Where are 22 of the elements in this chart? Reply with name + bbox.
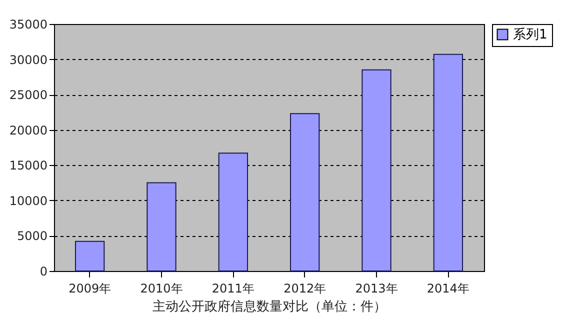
y-tick-label: 10000 — [9, 194, 48, 208]
bar — [146, 182, 176, 272]
y-tick-label: 25000 — [9, 88, 48, 102]
x-axis-title: 主动公开政府信息数量对比（单位：件） — [152, 298, 386, 314]
y-tick-label: 0 — [40, 264, 48, 278]
y-tick-label: 20000 — [9, 123, 48, 138]
bar — [290, 113, 320, 272]
x-tick-label: 2012年 — [284, 282, 326, 296]
bar — [362, 69, 392, 272]
bar — [218, 152, 248, 272]
y-tick-label: 30000 — [9, 52, 48, 67]
y-tick-label: 5000 — [16, 229, 48, 244]
y-tick-label: 15000 — [9, 158, 48, 173]
x-tick-label: 2010年 — [140, 282, 183, 296]
x-tick-label: 2011年 — [212, 282, 254, 296]
y-tick-label: 35000 — [9, 18, 48, 32]
bar — [433, 54, 463, 272]
x-tick-label: 2009年 — [68, 282, 112, 296]
bar — [75, 240, 105, 272]
x-tick-label: 2013年 — [355, 282, 398, 296]
legend-label: 系列1 — [513, 28, 548, 42]
x-tick-label: 2014年 — [426, 282, 470, 296]
